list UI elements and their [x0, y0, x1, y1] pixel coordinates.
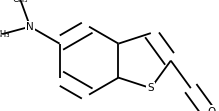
Text: N: N [26, 22, 34, 32]
Text: CH₃: CH₃ [0, 30, 10, 39]
Text: CH₃: CH₃ [12, 0, 28, 4]
Text: S: S [148, 83, 154, 93]
Text: O: O [208, 107, 216, 111]
